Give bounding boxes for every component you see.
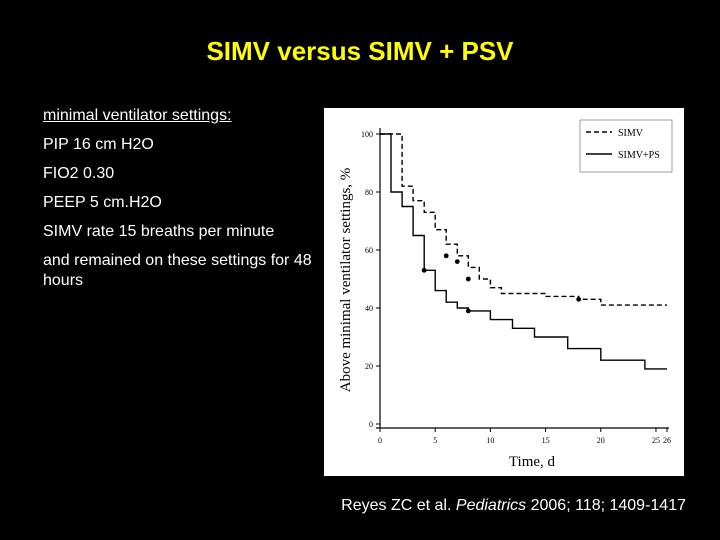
x-tick-label: 25: [652, 436, 660, 445]
citation-journal: Pediatrics: [455, 497, 527, 514]
slide-title: SIMV versus SIMV + PSV: [206, 36, 514, 66]
data-point-marker: [576, 296, 582, 302]
citation: Reyes ZC et al. Pediatrics 2006; 118; 14…: [300, 497, 686, 515]
data-point-marker: [443, 253, 449, 259]
x-tick-label: 20: [597, 436, 605, 445]
y-tick-label: 0: [369, 420, 373, 429]
x-tick-label: 10: [486, 436, 494, 445]
legend-label: SIMV+PS: [618, 150, 660, 161]
series-layer: [380, 133, 667, 370]
setting-pip: PIP 16 cm H2O: [43, 136, 154, 153]
settings-heading: minimal ventilator settings:: [43, 107, 232, 124]
data-point-marker: [454, 259, 460, 264]
y-tick-label: 40: [365, 304, 373, 313]
y-tick-label: 100: [361, 130, 373, 139]
y-tick-label: 20: [365, 362, 373, 371]
x-tick-label: 26: [663, 436, 671, 445]
y-tick-label: 80: [365, 188, 373, 197]
chart-legend: SIMV SIMV+PS: [579, 119, 673, 173]
x-tick-label: 0: [378, 436, 382, 445]
series-line-simv: [380, 133, 667, 306]
data-point-marker: [421, 267, 427, 273]
x-tick-label: 5: [433, 436, 437, 445]
citation-authors: Reyes ZC et al.: [341, 497, 452, 514]
data-point-marker: [465, 308, 471, 314]
settings-list: minimal ventilator settings: PIP 16 cm H…: [43, 106, 313, 300]
data-point-marker: [465, 276, 471, 282]
chart-panel: 0 20 40 60 80 100 0 5 10 15 20 25 26 SIMV SIMV+PS Abo…: [324, 108, 684, 476]
legend-label: SIMV: [618, 128, 644, 139]
citation-details: 2006; 118; 1409-1417: [530, 497, 686, 514]
axes: 0 20 40 60 80 100 0 5 10 15 20 25 26: [361, 128, 671, 445]
legend-box: [579, 119, 673, 173]
setting-duration: and remained on these settings for 48 ho…: [43, 252, 312, 289]
setting-peep: PEEP 5 cm.H2O: [43, 194, 162, 211]
step-chart: 0 20 40 60 80 100 0 5 10 15 20 25 26 SIMV SIMV+PS Abo…: [338, 119, 673, 470]
series-line-simv-ps: [380, 133, 667, 370]
x-tick-label: 15: [542, 436, 550, 445]
setting-simv-rate: SIMV rate 15 breaths per minute: [43, 223, 275, 240]
setting-fio2: FIO2 0.30: [43, 165, 115, 182]
y-axis-label: Above minimal ventilator settings, %: [338, 168, 354, 393]
x-axis-label: Time, d: [509, 454, 556, 470]
y-tick-label: 60: [365, 246, 373, 255]
